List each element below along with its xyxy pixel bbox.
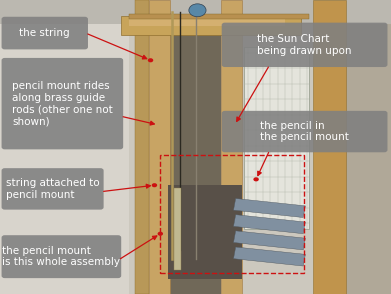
Text: the string: the string bbox=[20, 28, 70, 38]
Circle shape bbox=[148, 58, 153, 62]
Bar bbox=[233, 247, 305, 266]
Bar bbox=[221, 0, 242, 294]
Bar bbox=[129, 18, 285, 26]
Text: string attached to
pencil mount: string attached to pencil mount bbox=[6, 178, 99, 200]
Bar bbox=[244, 47, 309, 229]
Bar bbox=[149, 0, 170, 294]
Bar bbox=[321, 0, 391, 294]
Bar bbox=[121, 16, 301, 35]
Bar bbox=[233, 215, 305, 234]
FancyBboxPatch shape bbox=[2, 58, 123, 149]
Text: pencil mount rides
along brass guide
rods (other one not
shown): pencil mount rides along brass guide rod… bbox=[12, 81, 113, 126]
Bar bbox=[233, 231, 305, 250]
Bar bbox=[129, 14, 309, 19]
FancyBboxPatch shape bbox=[2, 235, 121, 278]
Circle shape bbox=[253, 177, 259, 181]
Bar bbox=[233, 198, 305, 218]
Bar bbox=[0, 0, 391, 24]
Text: the pencil in
the pencil mount: the pencil in the pencil mount bbox=[260, 121, 349, 142]
Circle shape bbox=[152, 183, 157, 187]
FancyBboxPatch shape bbox=[222, 23, 387, 67]
FancyBboxPatch shape bbox=[2, 168, 104, 210]
FancyBboxPatch shape bbox=[2, 17, 88, 49]
Bar bbox=[313, 0, 346, 294]
Text: the Sun Chart
being drawn upon: the Sun Chart being drawn upon bbox=[257, 34, 352, 56]
Text: the pencil mount
is this whole assembly: the pencil mount is this whole assembly bbox=[2, 246, 120, 268]
Circle shape bbox=[189, 4, 206, 17]
Bar bbox=[135, 0, 149, 294]
Bar bbox=[0, 0, 129, 294]
FancyBboxPatch shape bbox=[222, 111, 387, 152]
Bar bbox=[170, 35, 221, 294]
Bar bbox=[160, 155, 304, 273]
Circle shape bbox=[158, 232, 163, 236]
Bar bbox=[174, 188, 181, 270]
Bar bbox=[168, 185, 242, 279]
